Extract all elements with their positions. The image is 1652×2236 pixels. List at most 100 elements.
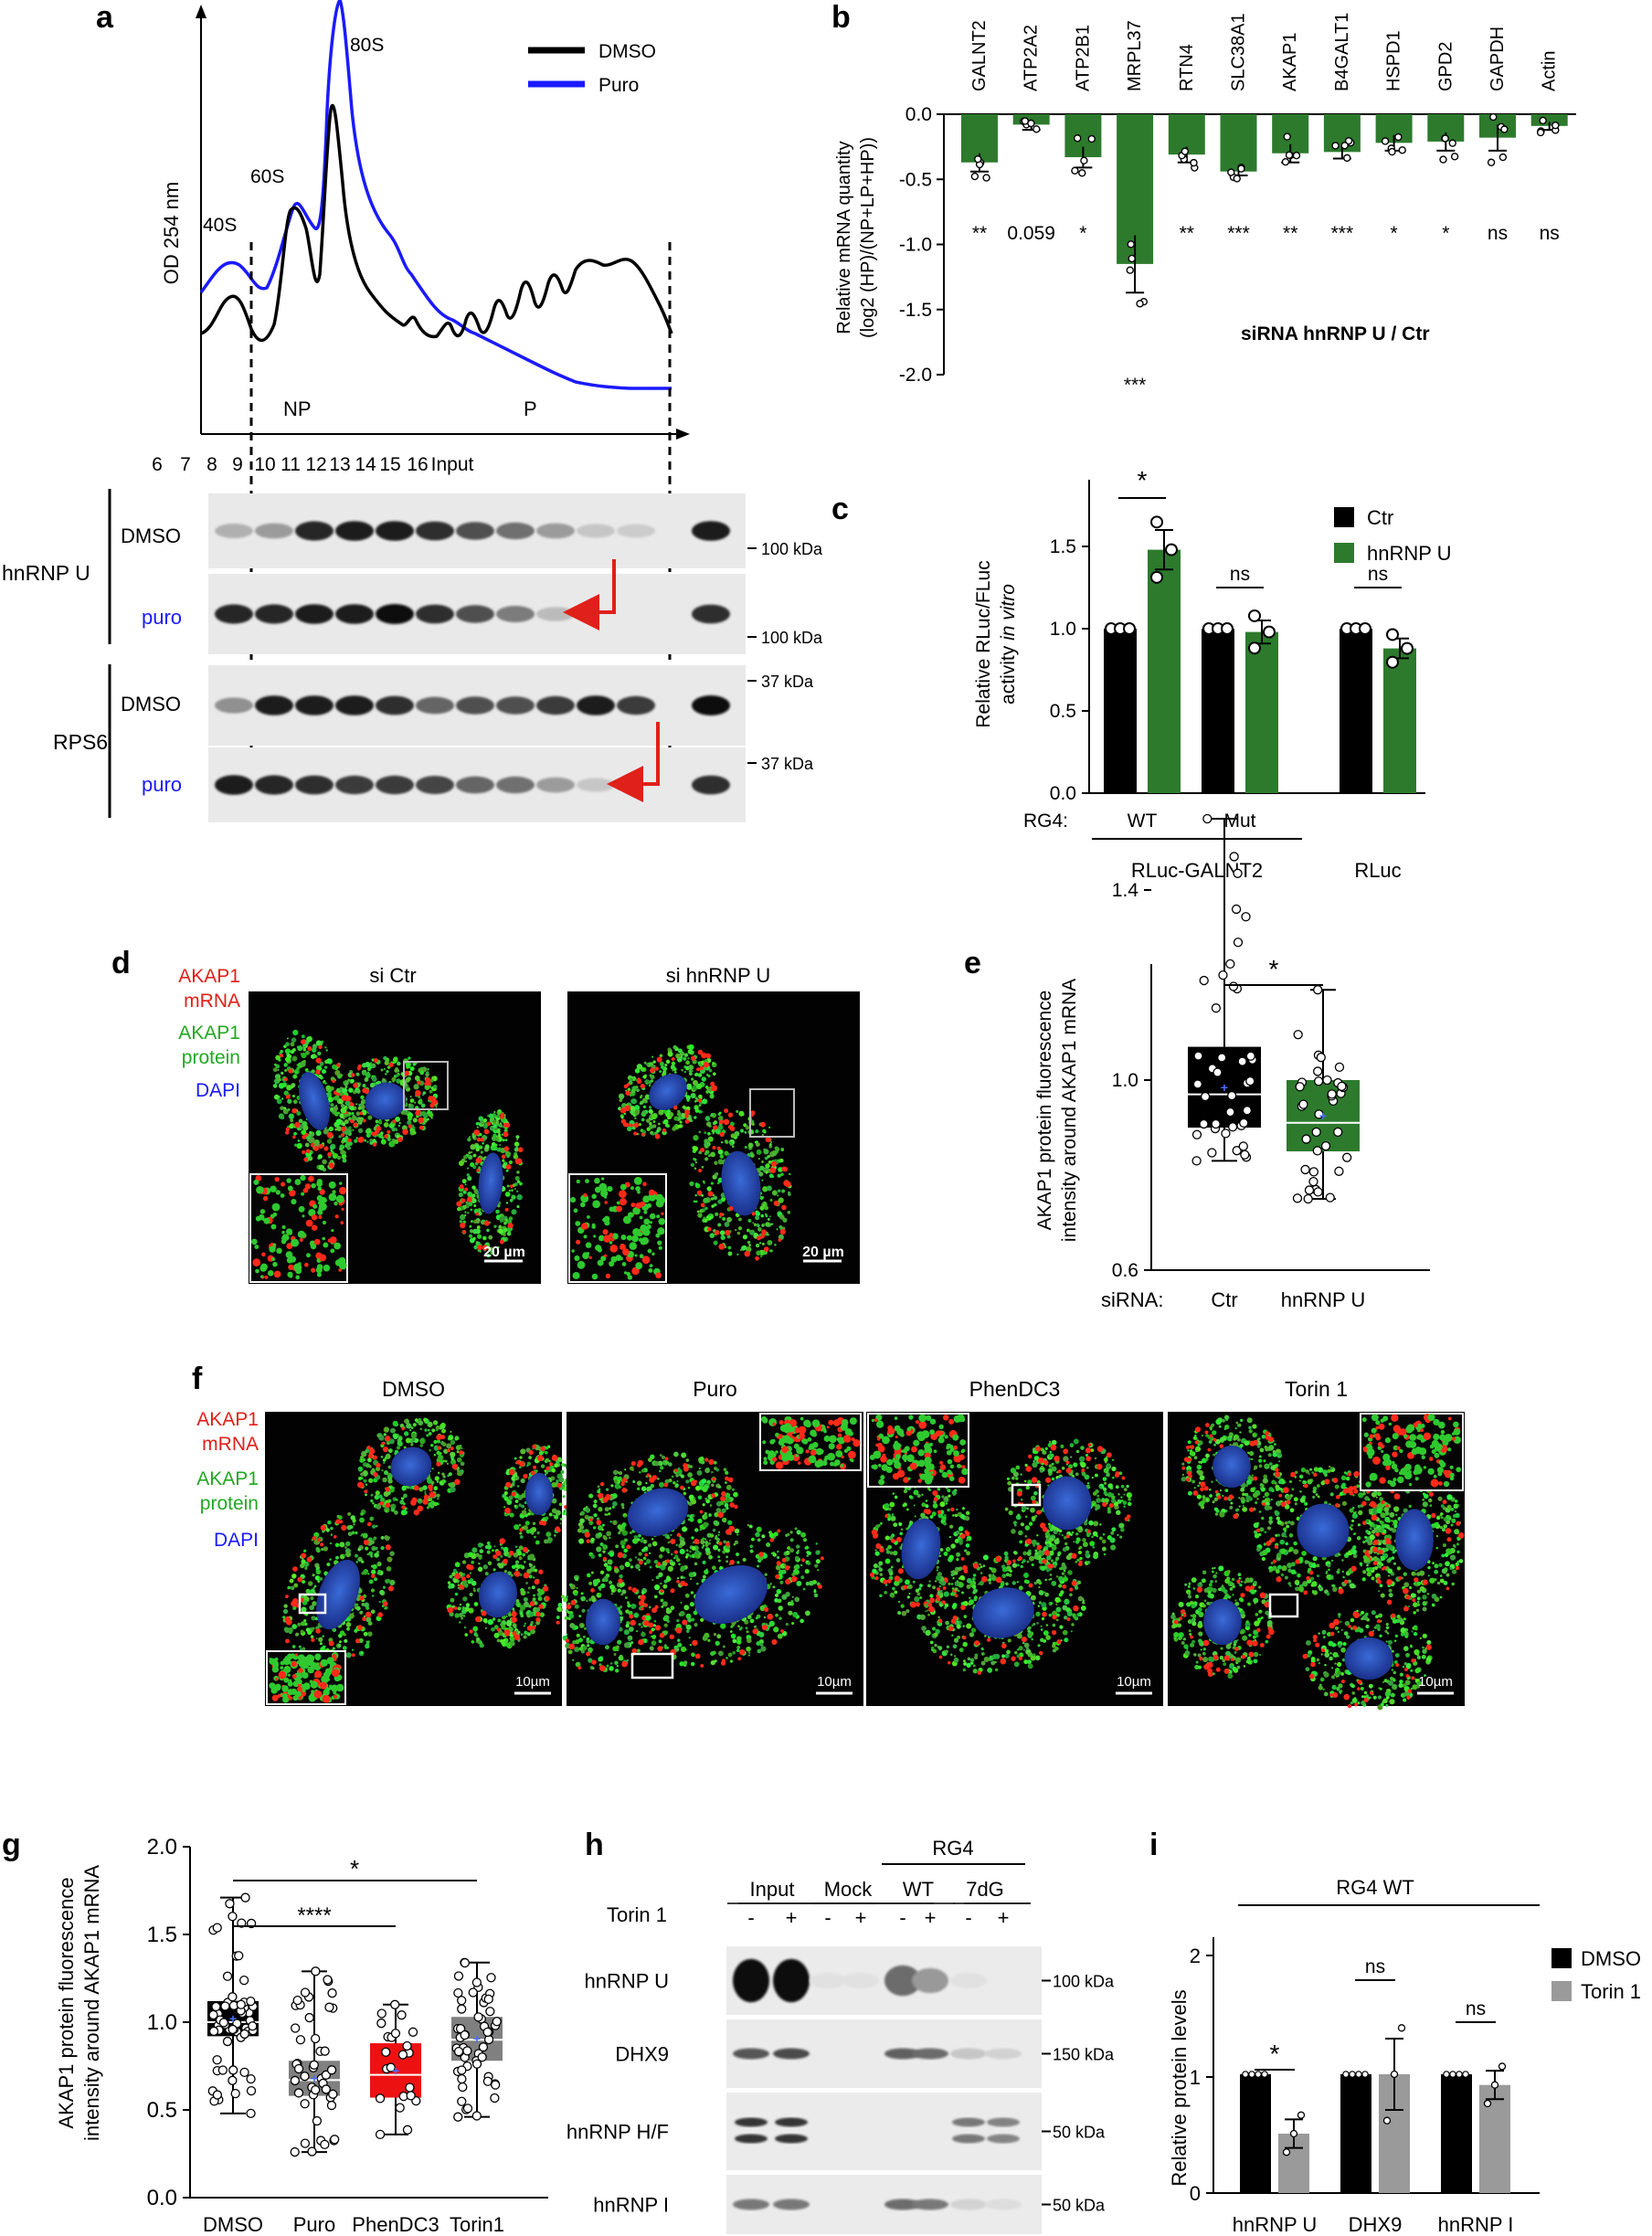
inset-puncta <box>322 1220 327 1225</box>
inset-puncta <box>334 1242 342 1250</box>
protein-puncta <box>288 1113 294 1119</box>
fraction-label: 11 <box>281 454 301 475</box>
c-bar <box>1245 631 1278 793</box>
e-y-tick-label: 0.6 <box>1112 1260 1138 1281</box>
b-data-point <box>1487 158 1496 166</box>
mrna-puncta <box>332 1079 335 1084</box>
c-bar <box>1340 629 1372 793</box>
mrna-puncta <box>629 1614 634 1619</box>
protein-puncta <box>519 1535 524 1539</box>
protein-puncta <box>630 1603 637 1609</box>
inset-puncta <box>304 1262 309 1267</box>
protein-puncta <box>276 1098 282 1105</box>
mrna-puncta <box>551 1455 558 1461</box>
c-y-tick-label: 1.5 <box>1050 536 1076 557</box>
e-data-point <box>1304 1185 1315 1195</box>
protein-puncta <box>313 1054 318 1058</box>
protein-puncta <box>627 1603 631 1608</box>
protein-puncta <box>559 1518 563 1521</box>
inset-puncta <box>576 1179 580 1184</box>
nucleus <box>299 1072 330 1130</box>
inset-puncta <box>640 1201 645 1207</box>
b-data-point <box>1551 121 1560 130</box>
inset-puncta <box>332 1684 335 1689</box>
inset-puncta <box>629 1242 637 1250</box>
mrna-puncta <box>566 1604 572 1610</box>
inset-puncta <box>581 1223 588 1230</box>
c-significance: ns <box>1230 564 1250 585</box>
protein-puncta <box>394 1068 398 1073</box>
inset-puncta <box>634 1254 638 1257</box>
c-legend-hnrnpu: hnRNP U <box>1367 542 1452 565</box>
panel-letter-b: b <box>831 0 851 35</box>
inset-puncta <box>643 1210 648 1214</box>
protein-puncta <box>296 1110 302 1116</box>
c-mut-label: Mut <box>1223 811 1255 832</box>
inset-puncta <box>642 1182 647 1187</box>
protein-puncta <box>344 1106 348 1109</box>
protein-puncta <box>628 1638 631 1642</box>
inset-puncta <box>600 1177 605 1181</box>
e-data-point <box>1227 1090 1237 1101</box>
inset-puncta <box>610 1256 618 1263</box>
mrna-puncta <box>353 1082 359 1088</box>
blot-band <box>376 604 414 624</box>
inset-puncta <box>298 1205 305 1213</box>
nucleus <box>524 1472 554 1516</box>
protein-puncta <box>464 1160 468 1163</box>
b-category-label: GAPDH <box>1488 26 1508 91</box>
e-data-point <box>1233 938 1244 948</box>
protein-puncta <box>344 1156 346 1159</box>
protein-puncta <box>592 1579 598 1584</box>
d-stain-mrna-1: AKAP1 <box>178 966 240 987</box>
inset-puncta <box>267 1270 274 1277</box>
e-mean-marker: + <box>1319 1108 1327 1123</box>
cell <box>332 1055 439 1148</box>
b-data-point <box>1381 137 1390 145</box>
protein-puncta <box>280 1049 283 1054</box>
inset-puncta <box>315 1266 323 1274</box>
protein-puncta <box>332 1152 339 1160</box>
blot-band <box>692 775 730 795</box>
protein-puncta <box>277 1078 281 1082</box>
fraction-label: 9 <box>232 454 243 475</box>
b-category-label: GPD2 <box>1435 42 1456 91</box>
inset-puncta <box>607 1185 613 1192</box>
peak-label-40s: 40S <box>203 215 237 236</box>
blot-band <box>617 524 655 538</box>
protein-puncta <box>408 1120 410 1123</box>
inset-puncta <box>253 1179 259 1185</box>
protein-puncta <box>311 1069 315 1074</box>
b-y-tick-label: -0.5 <box>899 169 932 190</box>
mrna-puncta <box>336 1063 341 1067</box>
e-data-point <box>1237 1056 1247 1066</box>
inset-puncta <box>643 1218 651 1225</box>
protein-puncta <box>413 1084 419 1090</box>
mrna-puncta <box>362 1118 366 1123</box>
inset-puncta <box>272 1261 278 1267</box>
mrna-puncta <box>302 1150 306 1154</box>
protein-puncta <box>303 1045 306 1048</box>
mrna-puncta <box>387 1129 391 1134</box>
protein-puncta <box>554 1534 556 1537</box>
mrna-puncta <box>519 1528 524 1532</box>
e-y-label-2: intensity around AKAP1 mRNA <box>1059 979 1080 1242</box>
protein-puncta <box>352 1129 355 1131</box>
protein-puncta <box>307 1156 313 1161</box>
protein-puncta <box>381 1136 385 1139</box>
e-data-point <box>1313 1076 1324 1086</box>
legend-label-dmso: DMSO <box>598 41 656 62</box>
b-data-point <box>1027 119 1035 128</box>
inset-puncta <box>591 1193 597 1200</box>
b-significance-label: *** <box>1227 223 1250 244</box>
inset-puncta <box>591 1273 598 1280</box>
inset-puncta <box>580 1202 586 1208</box>
protein-puncta <box>284 1056 291 1063</box>
e-data-point <box>1213 1067 1223 1077</box>
protein-puncta <box>619 1574 623 1579</box>
inset-puncta <box>328 1181 336 1189</box>
protein-puncta <box>429 1111 433 1114</box>
protein-puncta <box>419 1066 423 1070</box>
protein-puncta <box>503 1496 509 1501</box>
inset-puncta <box>271 1257 276 1262</box>
